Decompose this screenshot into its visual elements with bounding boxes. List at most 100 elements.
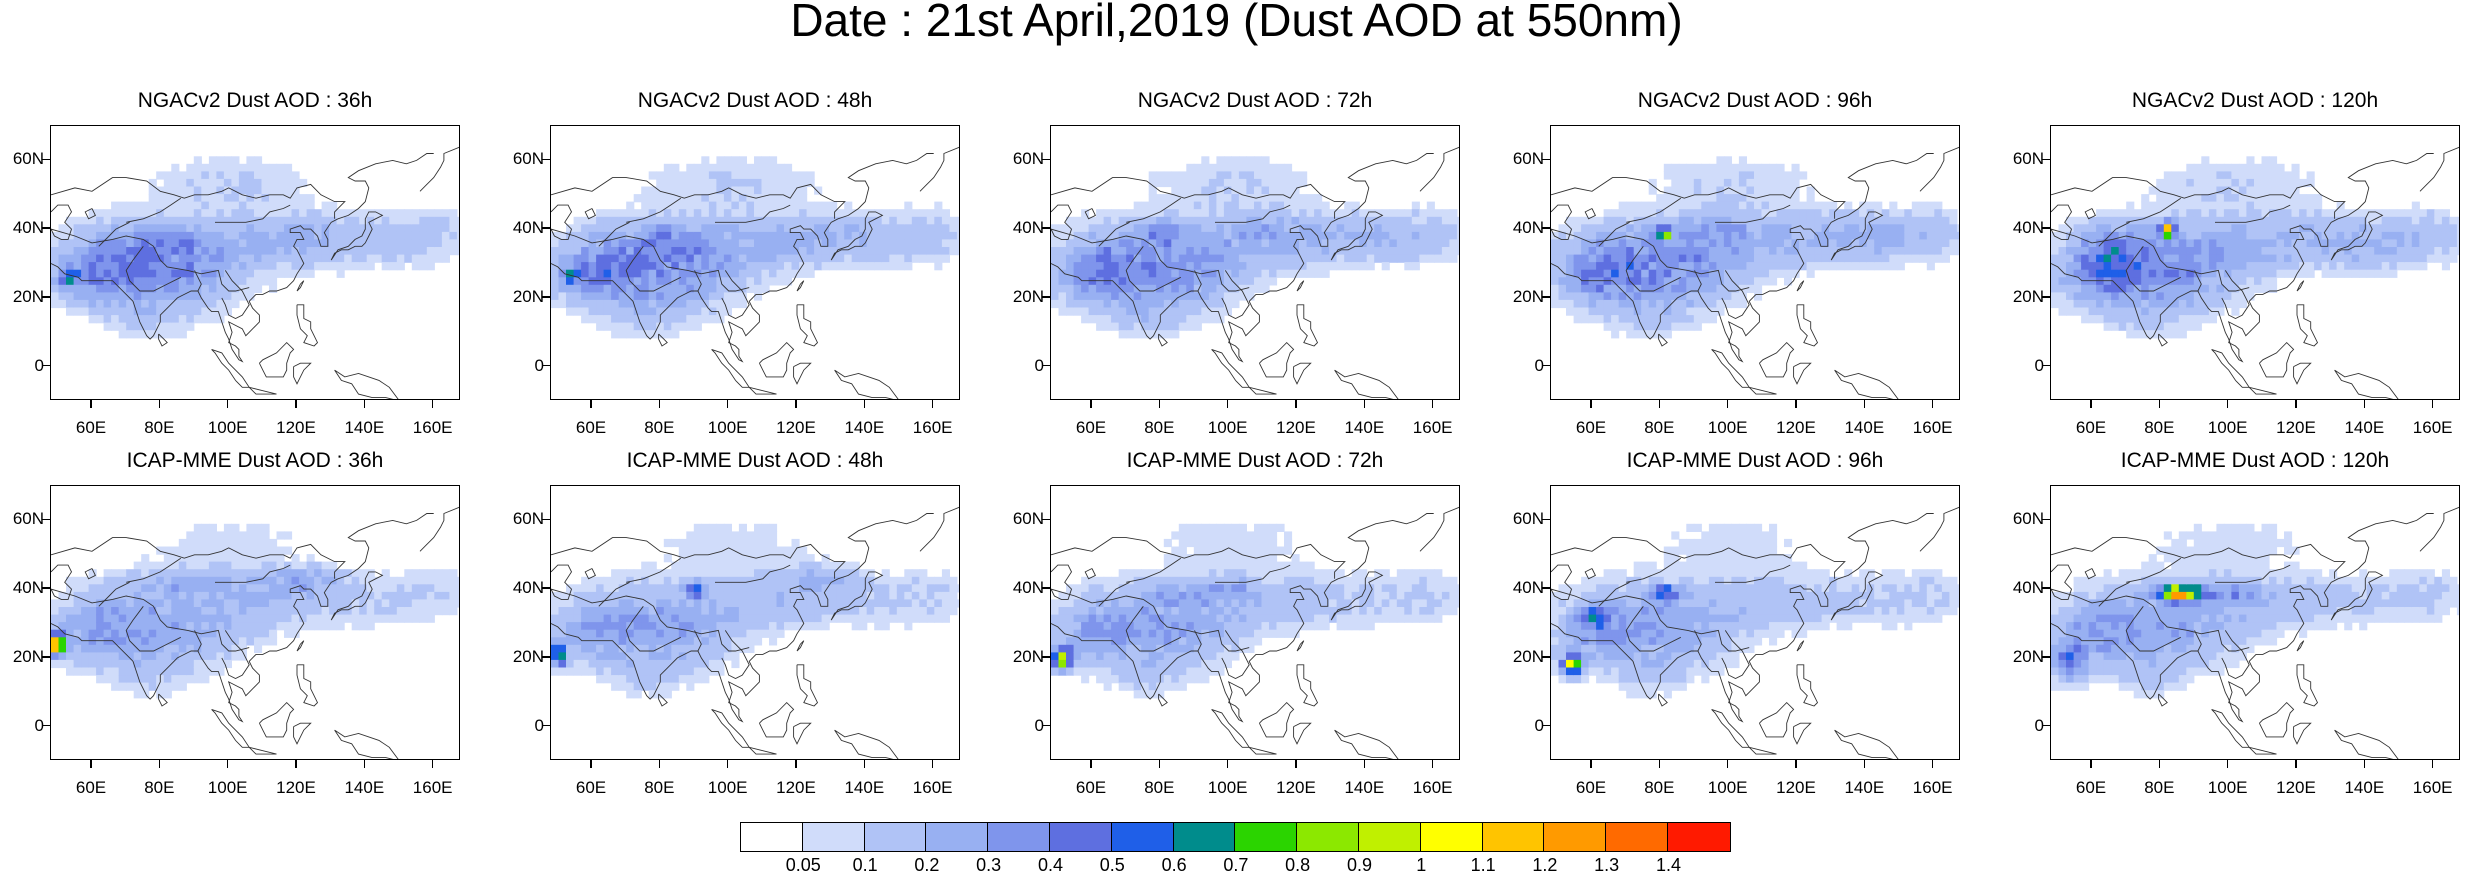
aod-cell xyxy=(1239,239,1247,247)
aod-cell xyxy=(769,270,777,278)
aod-cell xyxy=(1171,330,1179,338)
aod-cell xyxy=(934,232,942,240)
aod-cell xyxy=(307,224,315,232)
aod-cell xyxy=(194,308,202,316)
aod-cell xyxy=(837,232,845,240)
aod-cell xyxy=(1066,224,1074,232)
aod-cell xyxy=(412,247,420,255)
aod-cell xyxy=(596,675,604,683)
aod-cell xyxy=(156,187,164,195)
aod-cell xyxy=(284,622,292,630)
aod-cell xyxy=(686,292,694,300)
aod-cell xyxy=(216,569,224,577)
aod-cell xyxy=(724,194,732,202)
aod-cell xyxy=(1231,156,1239,164)
aod-cell xyxy=(164,232,172,240)
aod-cell xyxy=(694,232,702,240)
aod-cell xyxy=(111,675,119,683)
aod-cell xyxy=(927,232,935,240)
aod-cell xyxy=(179,645,187,653)
aod-cell xyxy=(277,531,285,539)
aod-cell xyxy=(1792,217,1800,225)
aod-cell xyxy=(2209,277,2217,285)
aod-cell xyxy=(397,224,405,232)
aod-cell xyxy=(919,209,927,217)
aod-cell xyxy=(389,584,397,592)
aod-cell xyxy=(1671,164,1679,172)
aod-cell xyxy=(284,239,292,247)
aod-cell xyxy=(1671,179,1679,187)
aod-cell xyxy=(551,247,559,255)
aod-cell xyxy=(1904,239,1912,247)
aod-cell xyxy=(262,531,270,539)
aod-cell xyxy=(2186,202,2194,210)
aod-cell xyxy=(2164,262,2172,270)
aod-cell xyxy=(829,262,837,270)
aod-cell xyxy=(716,224,724,232)
aod-cell xyxy=(679,217,687,225)
aod-cell xyxy=(634,690,642,698)
aod-cell xyxy=(1957,247,1960,255)
aod-cell xyxy=(611,315,619,323)
aod-cell xyxy=(1179,217,1187,225)
aod-cell xyxy=(1209,202,1217,210)
aod-cell xyxy=(1551,255,1559,263)
aod-cell xyxy=(656,255,664,263)
aod-cell xyxy=(2246,179,2254,187)
aod-cell xyxy=(626,330,634,338)
aod-cell xyxy=(156,562,164,570)
aod-cell xyxy=(1427,239,1435,247)
aod-cell xyxy=(2449,239,2457,247)
aod-cell xyxy=(389,224,397,232)
aod-cell xyxy=(1664,224,1672,232)
aod-cell xyxy=(1596,255,1604,263)
aod-cell xyxy=(919,247,927,255)
aod-cell xyxy=(254,187,262,195)
aod-cell xyxy=(762,247,770,255)
aod-cell xyxy=(709,224,717,232)
x-tick xyxy=(1090,400,1092,408)
aod-cell xyxy=(641,209,649,217)
aod-cell xyxy=(74,622,82,630)
aod-cell xyxy=(1589,232,1597,240)
aod-cell xyxy=(777,187,785,195)
aod-cell xyxy=(1724,164,1732,172)
aod-cell xyxy=(589,599,597,607)
aod-cell xyxy=(731,164,739,172)
aod-cell xyxy=(1641,270,1649,278)
aod-cell xyxy=(1284,217,1292,225)
aod-cell xyxy=(1867,202,1875,210)
aod-cell xyxy=(1194,308,1202,316)
aod-cell xyxy=(269,630,277,638)
aod-cell xyxy=(322,577,330,585)
aod-cell xyxy=(149,660,157,668)
aod-cell xyxy=(59,652,67,660)
aod-cell xyxy=(2156,323,2164,331)
aod-cell xyxy=(171,668,179,676)
aod-cell xyxy=(1626,330,1634,338)
aod-cell xyxy=(934,202,942,210)
aod-cell xyxy=(126,209,134,217)
aod-cell xyxy=(2277,247,2285,255)
aod-cell xyxy=(134,630,142,638)
aod-cell xyxy=(269,239,277,247)
aod-cell xyxy=(1156,255,1164,263)
aod-cell xyxy=(1201,232,1209,240)
aod-cell xyxy=(201,622,209,630)
aod-cell xyxy=(427,607,435,615)
aod-cell xyxy=(224,531,232,539)
aod-cell xyxy=(141,675,149,683)
aod-cell xyxy=(1359,224,1367,232)
aod-cell xyxy=(867,239,875,247)
aod-cell xyxy=(1942,255,1950,263)
aod-cell xyxy=(1559,277,1567,285)
aod-cell xyxy=(277,577,285,585)
aod-cell xyxy=(322,209,330,217)
aod-cell xyxy=(724,217,732,225)
aod-cell xyxy=(731,179,739,187)
aod-cell xyxy=(844,232,852,240)
aod-cell xyxy=(1919,217,1927,225)
aod-cell xyxy=(1104,270,1112,278)
aod-cell xyxy=(1716,255,1724,263)
